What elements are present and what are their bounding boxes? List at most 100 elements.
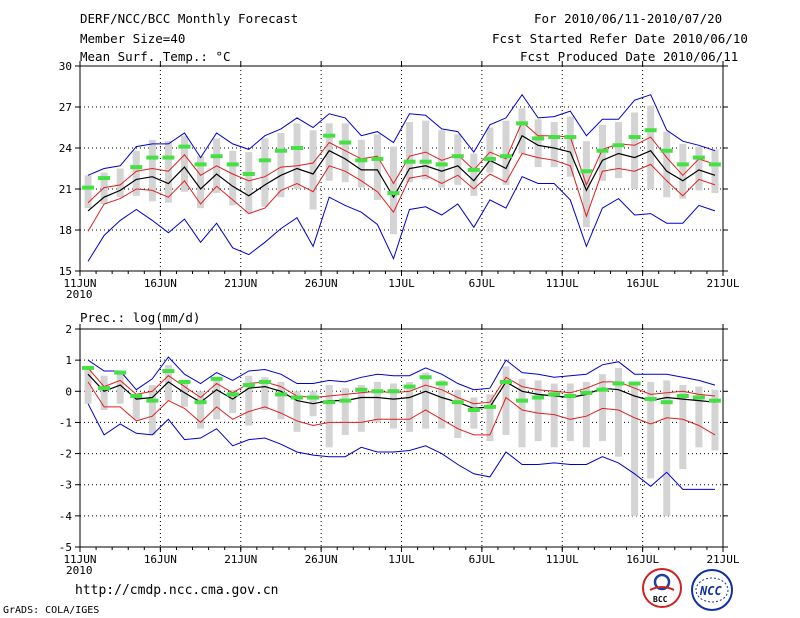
x-tick-label: 21JUL	[706, 553, 739, 566]
spread-box	[582, 381, 590, 448]
spread-box	[245, 375, 253, 426]
y-tick-label: 30	[59, 60, 72, 73]
ensemble-mean-line	[87, 373, 716, 410]
observation-mark	[467, 167, 480, 172]
observation-mark	[114, 370, 127, 375]
observation-mark	[403, 159, 416, 164]
y-tick-label: 27	[59, 101, 72, 114]
observation-mark	[258, 158, 271, 163]
spread-box	[598, 374, 606, 442]
spread-box	[197, 391, 205, 429]
spread-box	[229, 150, 237, 206]
bcc-logo-text: BCC	[653, 595, 668, 604]
observation-mark	[644, 128, 657, 133]
spread-box	[406, 122, 414, 183]
spread-box	[148, 385, 156, 435]
spread-box	[534, 119, 542, 168]
x-tick-label: 1JUL	[388, 277, 415, 290]
panel-title: Prec.: log(mm/d)	[80, 310, 200, 325]
plot-frame	[79, 65, 724, 272]
spread-box	[309, 130, 317, 210]
spread-box	[357, 139, 365, 188]
observation-mark	[371, 389, 384, 394]
y-tick-label: 1	[65, 354, 72, 367]
spread-box	[261, 138, 269, 207]
spread-box	[197, 156, 205, 209]
y-tick-label: -5	[59, 541, 72, 554]
observation-mark	[242, 171, 255, 176]
observation-mark	[596, 387, 609, 392]
spread-box	[550, 383, 558, 448]
lower-quartile-line	[87, 381, 716, 436]
observation-mark	[258, 379, 271, 384]
spread-box	[116, 168, 124, 198]
spread-box	[518, 378, 526, 448]
spread-box	[180, 381, 188, 407]
spread-box	[373, 381, 381, 423]
observation-mark	[146, 155, 159, 160]
spread-box	[486, 127, 494, 173]
spread-box	[261, 377, 269, 410]
x-tick-label: 16JUN	[144, 553, 177, 566]
source-url[interactable]: http://cmdp.ncc.cma.gov.cn	[75, 583, 279, 598]
observation-mark	[355, 158, 368, 163]
observation-mark	[644, 397, 657, 402]
y-tick-label: 21	[59, 183, 72, 196]
y-tick-label: -2	[59, 448, 72, 461]
observation-mark	[628, 381, 641, 386]
chart-panel-2: -5 -4 -3 -2 -1 0 1 2 11JUN 16JUN 21JUN 26JUN 1JUL 6JU…	[59, 310, 740, 577]
observation-mark	[612, 143, 625, 148]
spread-box	[100, 375, 108, 410]
observation-mark	[467, 407, 480, 412]
observation-mark	[564, 393, 577, 398]
upper-quartile-line	[87, 121, 716, 204]
observation-mark	[323, 400, 336, 405]
observation-mark	[355, 387, 368, 392]
spread-box	[213, 380, 221, 420]
spread-box	[438, 380, 446, 429]
spread-box	[438, 130, 446, 188]
spread-box	[148, 139, 156, 202]
observation-mark	[339, 140, 352, 145]
x-tick-label: 16JUL	[626, 553, 659, 566]
observation-mark	[532, 395, 545, 400]
observation-mark	[162, 155, 175, 160]
spread-box	[180, 135, 188, 192]
observation-mark	[435, 162, 448, 167]
spread-box	[647, 381, 655, 479]
spread-box	[679, 385, 687, 470]
observation-mark	[146, 398, 159, 403]
observation-mark	[499, 154, 512, 159]
observation-mark	[564, 135, 577, 140]
forecast-period: For 2010/06/11-2010/07/20	[534, 11, 723, 26]
observation-mark	[210, 376, 223, 381]
ncc-logo: NCC	[691, 569, 733, 611]
observation-mark	[612, 381, 625, 386]
observation-mark	[483, 404, 496, 409]
spread-box	[518, 108, 526, 154]
observation-mark	[323, 133, 336, 138]
spread-box	[566, 116, 574, 177]
observation-mark	[580, 169, 593, 174]
spread-box	[341, 123, 349, 183]
x-tick-label: 21JUN	[224, 277, 257, 290]
spread-box	[663, 380, 671, 516]
observation-mark	[274, 148, 287, 153]
grads-credit: GrADS: COLA/IGES	[3, 605, 100, 616]
observation-mark	[274, 392, 287, 397]
spread-box	[293, 391, 301, 432]
x-tick-label: 6JUL	[469, 553, 496, 566]
spread-box	[566, 383, 574, 442]
ncc-logo-text: NCC	[699, 584, 722, 598]
x-tick-label: 26JUN	[305, 553, 338, 566]
observation-mark	[596, 148, 609, 153]
x-tick-label: 21JUL	[706, 277, 739, 290]
observation-mark	[516, 398, 529, 403]
observation-mark	[451, 154, 464, 159]
spread-box	[422, 120, 430, 180]
spread-box	[711, 389, 719, 451]
spread-box	[132, 150, 140, 196]
observation-mark	[371, 156, 384, 161]
spread-box	[84, 175, 92, 209]
spread-box	[454, 134, 462, 185]
